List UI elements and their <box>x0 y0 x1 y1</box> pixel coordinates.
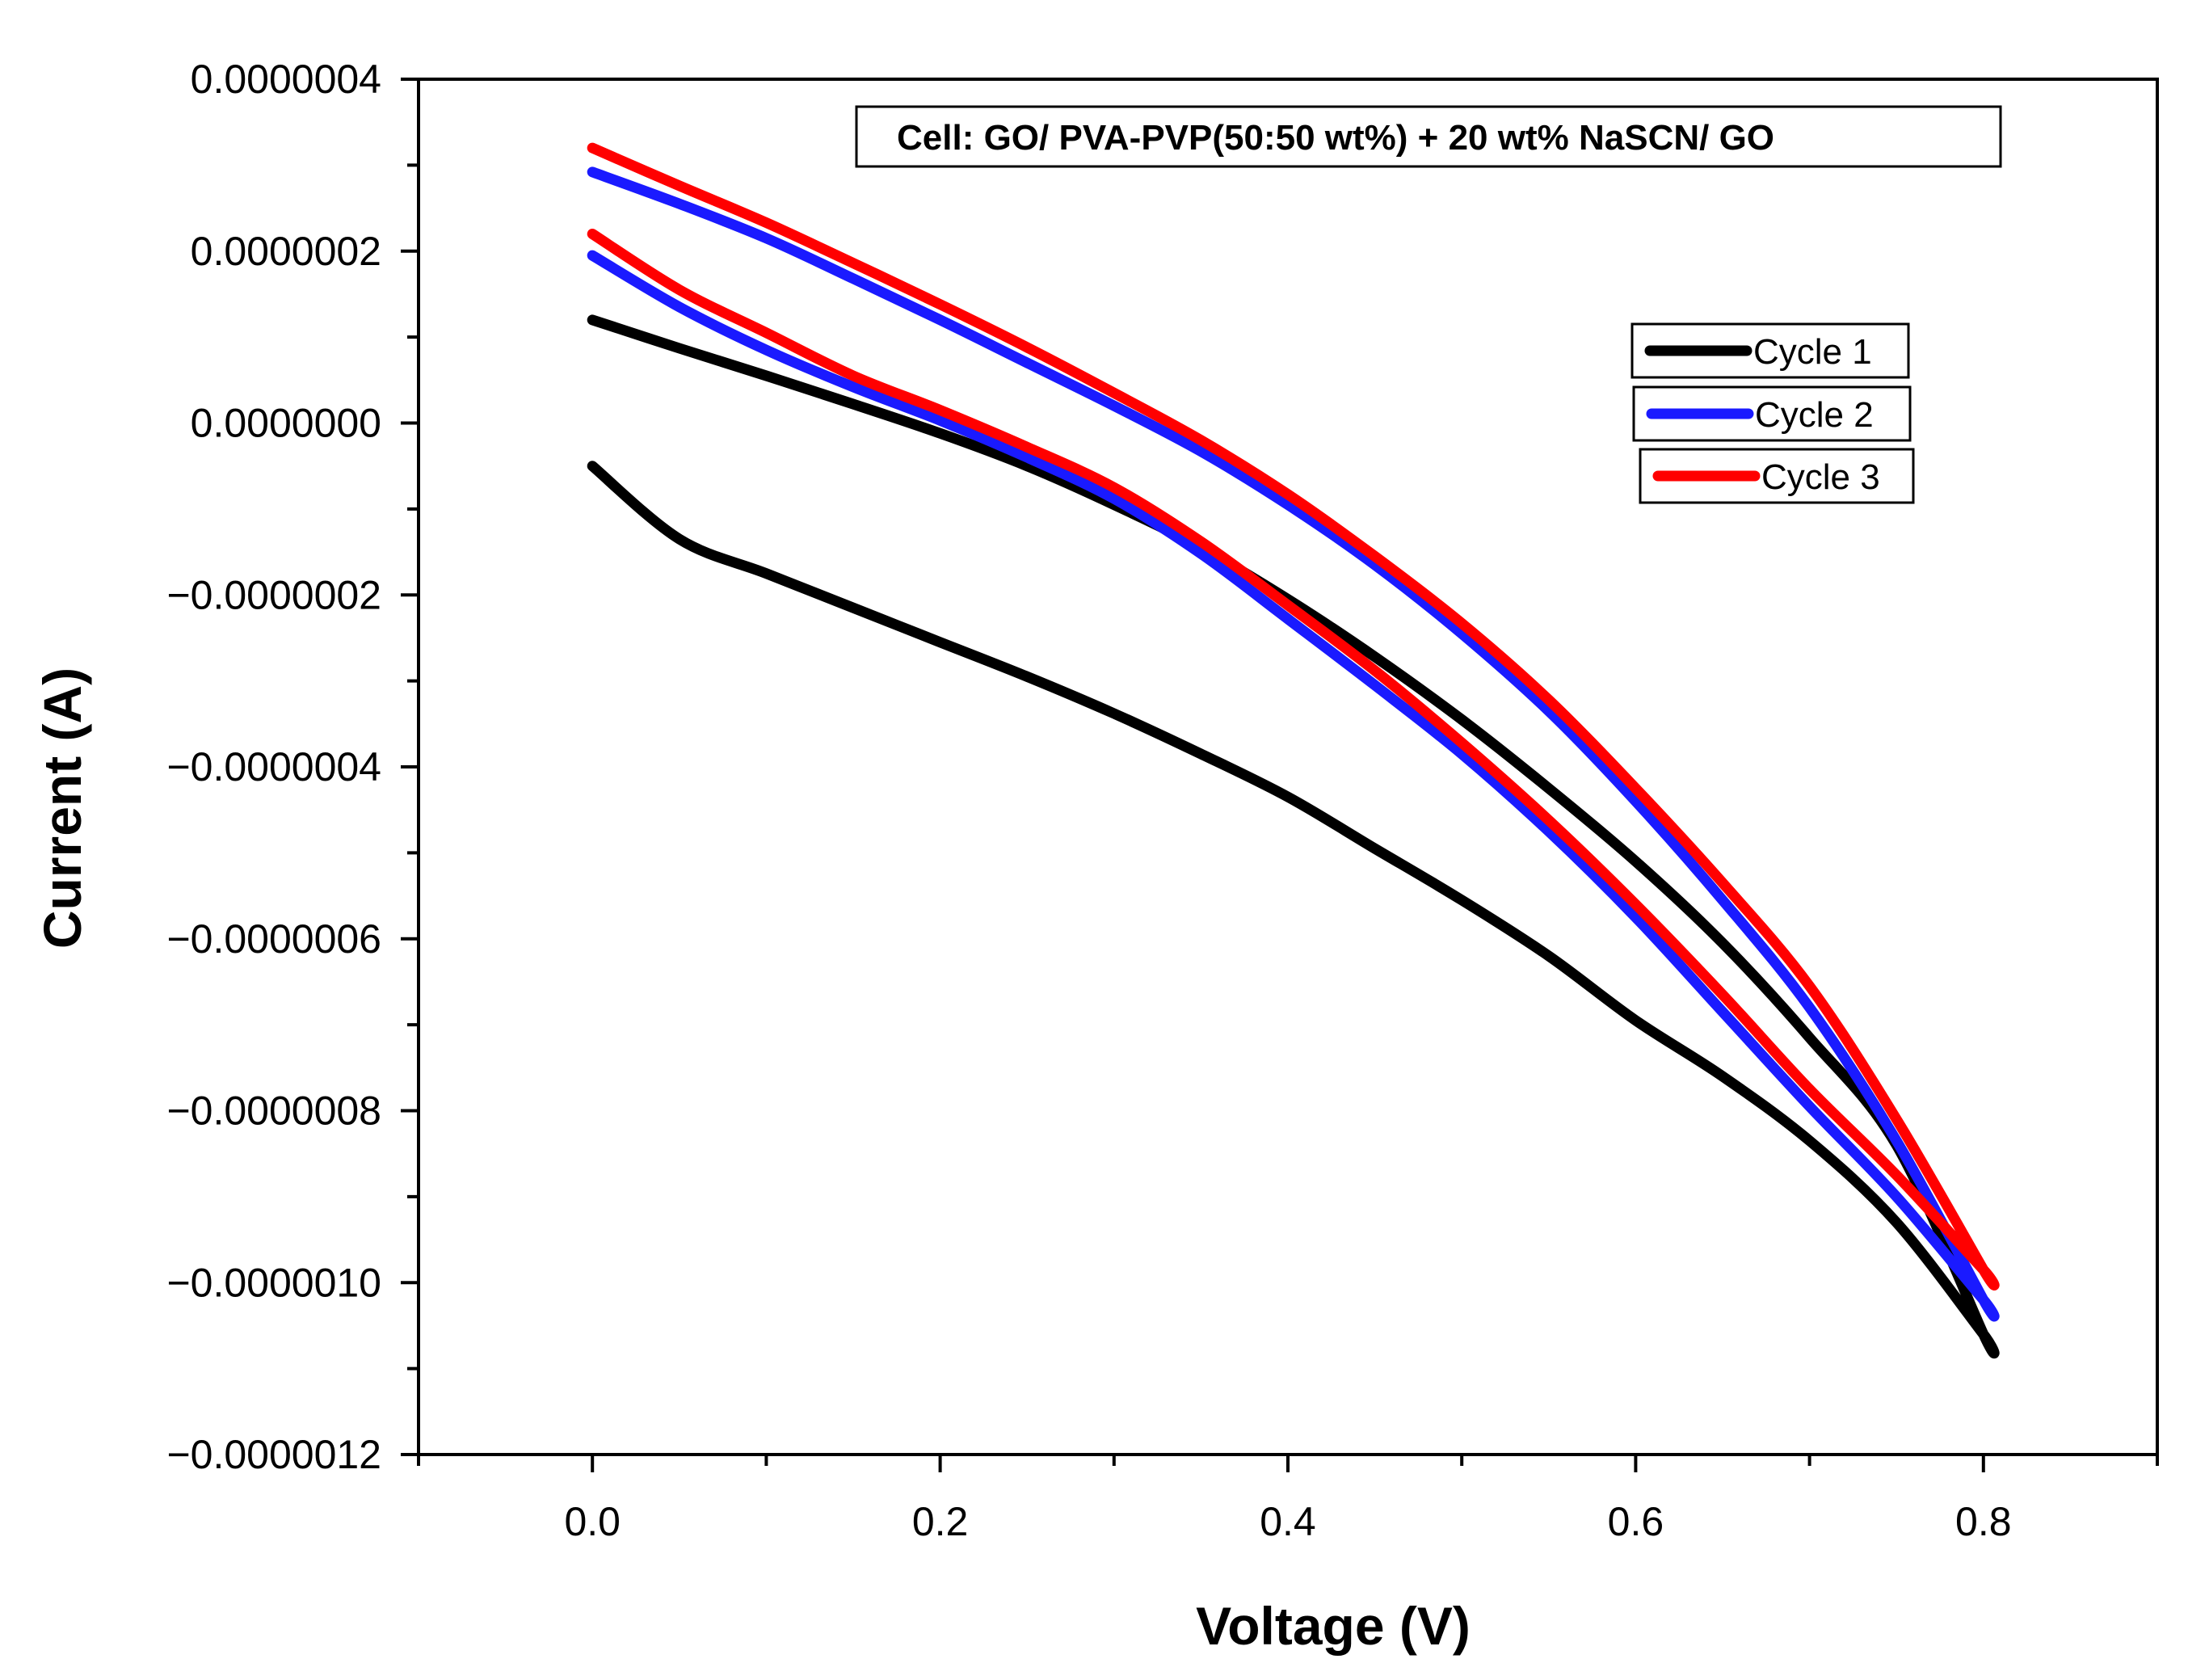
x-axis: 0.0 0.2 0.4 0.6 0.8 <box>417 1455 2159 1544</box>
y-tick-label: −0.0000012 <box>166 1432 381 1477</box>
legend-label: Cycle 1 <box>1753 332 1872 372</box>
y-tick-label: −0.0000004 <box>166 744 381 789</box>
data-series <box>587 142 2000 1359</box>
legend-label: Cycle 2 <box>1755 395 1874 435</box>
y-tick-label: 0.0000002 <box>191 229 381 274</box>
series-line-cycle-3 <box>587 142 2000 1291</box>
cell-annotation-text: Cell: GO/ PVA-PVP(50:50 wt%) + 20 wt% Na… <box>897 118 1774 158</box>
y-tick-label: −0.0000008 <box>166 1088 381 1134</box>
x-axis-title: Voltage (V) <box>1196 1596 1471 1656</box>
cell-annotation: Cell: GO/ PVA-PVP(50:50 wt%) + 20 wt% Na… <box>855 105 2002 168</box>
series-line-cycle-1 <box>587 314 2000 1359</box>
legend-entry-box <box>1630 322 1910 379</box>
series-line-cycle-2 <box>587 166 2000 1322</box>
y-axis: 0.0000004 0.0000002 0.0000000 −0.0000002 −0.… <box>166 57 419 1477</box>
y-tick-label: 0.0000000 <box>191 401 381 446</box>
legend: Cycle 1 Cycle 2 Cycle 3 <box>1630 322 1915 504</box>
y-tick-label: 0.0000004 <box>191 57 381 102</box>
legend-label: Cycle 3 <box>1761 457 1880 497</box>
cell-annotation-box <box>855 105 2002 168</box>
x-tick-label: 0.6 <box>1608 1499 1664 1544</box>
y-tick-label: −0.0000002 <box>166 572 381 617</box>
x-tick-label: 0.8 <box>1955 1499 2012 1544</box>
x-tick-label: 0.0 <box>564 1499 621 1544</box>
x-tick-label: 0.2 <box>912 1499 969 1544</box>
y-axis-title: Current (A) <box>32 667 92 949</box>
x-tick-label: 0.4 <box>1260 1499 1316 1544</box>
y-tick-label: −0.0000006 <box>166 916 381 962</box>
y-tick-label: −0.0000010 <box>166 1260 381 1305</box>
